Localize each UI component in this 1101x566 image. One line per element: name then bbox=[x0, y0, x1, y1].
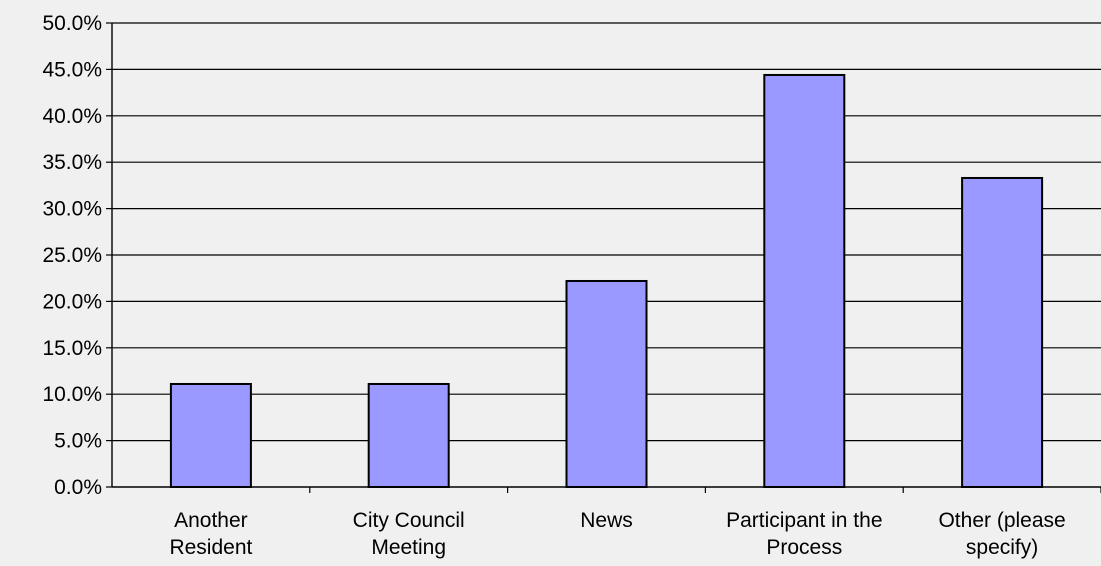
axes bbox=[106, 22, 1101, 493]
category-label-0: Another Resident bbox=[169, 509, 252, 559]
category-label-2-line-0: News bbox=[580, 509, 633, 532]
category-label-1-line-1: Meeting bbox=[371, 536, 446, 559]
y-tick-label-4: 20.0% bbox=[42, 290, 102, 313]
category-label-3-line-0: Participant in the bbox=[726, 509, 882, 532]
y-tick-label-8: 40.0% bbox=[42, 105, 102, 128]
category-label-0-line-0: Another bbox=[174, 509, 248, 532]
bar-4 bbox=[961, 176, 1044, 488]
y-tick-label-2: 10.0% bbox=[42, 383, 102, 406]
y-tick-label-7: 35.0% bbox=[42, 151, 102, 174]
category-label-0-line-1: Resident bbox=[169, 536, 252, 559]
y-tick-label-5: 25.0% bbox=[42, 244, 102, 267]
x-category-labels: Another Resident City Council Meeting News Pa… bbox=[169, 509, 1065, 559]
category-label-1-line-0: City Council bbox=[353, 509, 465, 532]
bars bbox=[169, 73, 1044, 489]
gridlines bbox=[112, 22, 1101, 442]
y-tick-label-9: 45.0% bbox=[42, 58, 102, 81]
bar-2 bbox=[565, 279, 648, 489]
category-label-4: Other (please specify) bbox=[938, 509, 1065, 559]
category-label-3: Participant in the Process bbox=[726, 509, 882, 559]
y-tick-labels: 0.0% 5.0% 10.0% 15.0% 20.0% 25.0% 30.0% 35.0% 40… bbox=[42, 12, 102, 499]
category-label-2: News bbox=[580, 509, 633, 532]
y-tick-label-3: 15.0% bbox=[42, 337, 102, 360]
category-label-3-line-1: Process bbox=[766, 536, 842, 559]
bar-0 bbox=[169, 382, 252, 489]
y-tick-label-1: 5.0% bbox=[54, 430, 102, 453]
y-tick-label-6: 30.0% bbox=[42, 198, 102, 221]
bar-3 bbox=[763, 73, 846, 489]
bar-1 bbox=[367, 382, 450, 489]
y-tick-label-0: 0.0% bbox=[54, 476, 102, 499]
category-label-4-line-1: specify) bbox=[966, 536, 1038, 559]
y-tick-label-10: 50.0% bbox=[42, 12, 102, 35]
category-label-1: City Council Meeting bbox=[353, 509, 465, 559]
category-label-4-line-0: Other (please bbox=[938, 509, 1065, 532]
